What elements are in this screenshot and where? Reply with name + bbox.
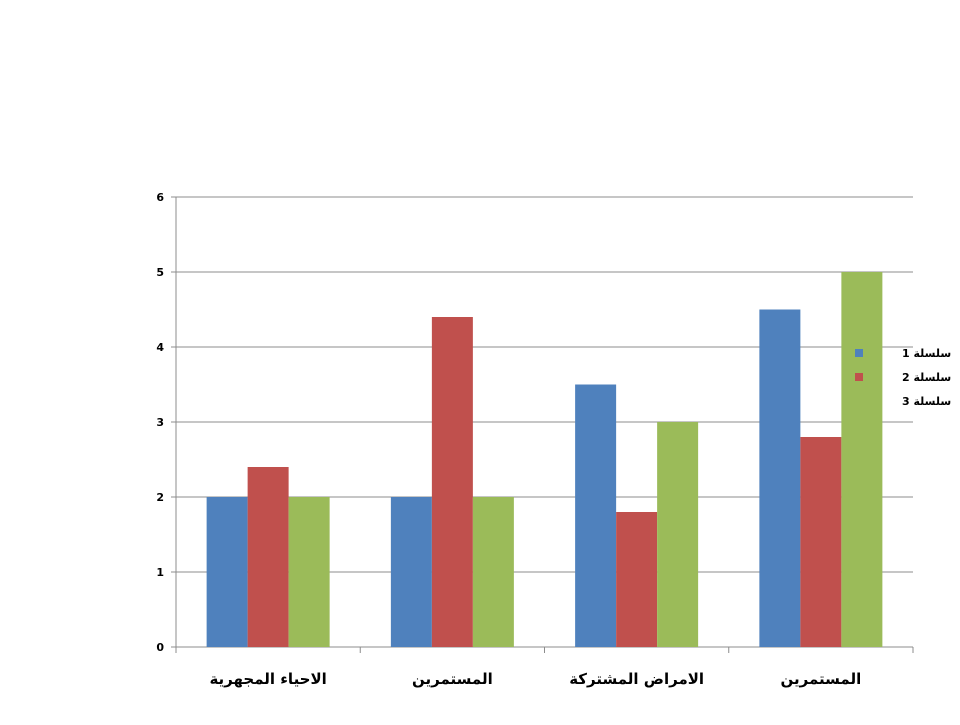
- legend-swatch-3: [855, 397, 863, 405]
- bar-series1-cat1: [206, 497, 248, 647]
- bar-series2-cat1: [247, 467, 289, 647]
- y-tick-label: 6: [156, 191, 164, 204]
- y-tick-label: 0: [156, 641, 164, 654]
- bar-series2-cat2: [431, 317, 473, 647]
- legend-label-3: سلسلة 3: [902, 395, 951, 408]
- bar-series3-cat3: [657, 422, 699, 647]
- bar-series3-cat2: [472, 497, 514, 647]
- y-tick-label: 1: [156, 566, 164, 579]
- y-tick-label: 5: [156, 266, 164, 279]
- y-tick-label: 2: [156, 491, 164, 504]
- bar-series1-cat3: [575, 384, 617, 647]
- x-tick-label: المستمرين: [781, 670, 862, 688]
- legend-swatch-1: [855, 349, 863, 357]
- x-tick-label: الاحياء المجهرية: [209, 670, 326, 688]
- bar-series1-cat4: [759, 309, 801, 647]
- legend-swatch-2: [855, 373, 863, 381]
- bar-series2-cat4: [800, 437, 842, 647]
- y-tick-label: 4: [156, 341, 164, 354]
- y-tick-label: 3: [156, 416, 164, 429]
- bar-series1-cat2: [390, 497, 432, 647]
- bar-series3-cat4: [841, 272, 883, 647]
- legend-label-2: سلسلة 2: [902, 371, 951, 384]
- bar-series2-cat3: [616, 512, 658, 647]
- bar-series3-cat1: [288, 497, 330, 647]
- x-tick-label: المستمرين: [412, 670, 493, 688]
- legend-label-1: سلسلة 1: [902, 347, 951, 360]
- x-tick-label: الامراض المشتركة: [569, 670, 704, 688]
